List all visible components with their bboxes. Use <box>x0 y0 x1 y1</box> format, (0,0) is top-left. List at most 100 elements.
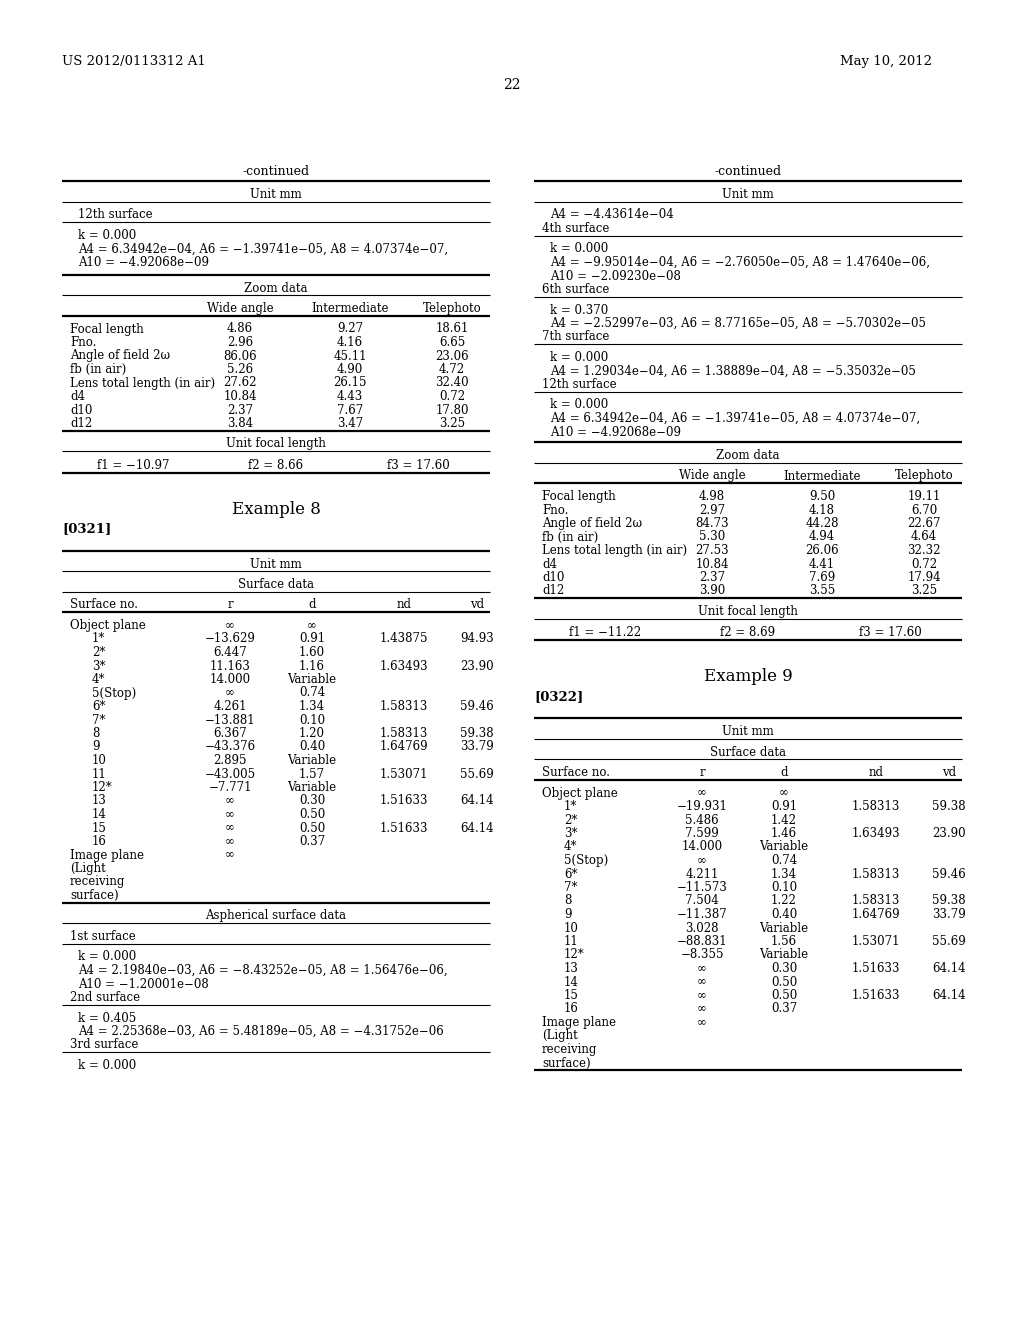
Text: 16: 16 <box>92 836 106 847</box>
Text: 32.40: 32.40 <box>435 376 469 389</box>
Text: Unit focal length: Unit focal length <box>226 437 326 450</box>
Text: 10.84: 10.84 <box>695 557 729 570</box>
Text: Unit mm: Unit mm <box>250 557 302 570</box>
Text: Variable: Variable <box>288 781 337 795</box>
Text: 23.90: 23.90 <box>932 828 966 840</box>
Text: k = 0.000: k = 0.000 <box>78 228 136 242</box>
Text: 11.163: 11.163 <box>210 660 251 672</box>
Text: 3.55: 3.55 <box>809 585 836 598</box>
Text: Example 9: Example 9 <box>703 668 793 685</box>
Text: d12: d12 <box>70 417 92 430</box>
Text: 4.72: 4.72 <box>439 363 465 376</box>
Text: d: d <box>308 598 315 611</box>
Text: A4 = −2.52997e−03, A6 = 8.77165e−05, A8 = −5.70302e−05: A4 = −2.52997e−03, A6 = 8.77165e−05, A8 … <box>550 317 926 330</box>
Text: 2*: 2* <box>564 813 578 826</box>
Text: ∞: ∞ <box>697 854 707 867</box>
Text: 23.90: 23.90 <box>460 660 494 672</box>
Text: 2.37: 2.37 <box>227 404 253 417</box>
Text: 4.94: 4.94 <box>809 531 836 544</box>
Text: 64.14: 64.14 <box>460 795 494 808</box>
Text: A4 = 2.25368e−03, A6 = 5.48189e−05, A8 = −4.31752e−06: A4 = 2.25368e−03, A6 = 5.48189e−05, A8 =… <box>78 1026 443 1038</box>
Text: 44.28: 44.28 <box>805 517 839 531</box>
Text: 4th surface: 4th surface <box>542 222 609 235</box>
Text: 27.53: 27.53 <box>695 544 729 557</box>
Text: k = 0.405: k = 0.405 <box>78 1011 136 1024</box>
Text: f2 = 8.66: f2 = 8.66 <box>249 459 303 473</box>
Text: 4.98: 4.98 <box>699 490 725 503</box>
Text: Variable: Variable <box>760 949 809 961</box>
Text: Unit mm: Unit mm <box>722 187 774 201</box>
Text: d4: d4 <box>542 557 557 570</box>
Text: 15: 15 <box>92 821 106 834</box>
Text: Unit mm: Unit mm <box>722 725 774 738</box>
Text: 1.57: 1.57 <box>299 767 325 780</box>
Text: A4 = 6.34942e−04, A6 = −1.39741e−05, A8 = 4.07374e−07,: A4 = 6.34942e−04, A6 = −1.39741e−05, A8 … <box>550 412 921 425</box>
Text: f1 = −11.22: f1 = −11.22 <box>569 627 641 639</box>
Text: 0.50: 0.50 <box>771 989 797 1002</box>
Text: 86.06: 86.06 <box>223 350 257 363</box>
Text: 32.32: 32.32 <box>907 544 941 557</box>
Text: Intermediate: Intermediate <box>311 302 389 315</box>
Text: 2nd surface: 2nd surface <box>70 991 140 1005</box>
Text: 1.58313: 1.58313 <box>852 867 900 880</box>
Text: Image plane: Image plane <box>542 1016 616 1030</box>
Text: Zoom data: Zoom data <box>245 281 308 294</box>
Text: nd: nd <box>868 766 884 779</box>
Text: 0.40: 0.40 <box>299 741 326 754</box>
Text: ∞: ∞ <box>225 619 234 632</box>
Text: 0.72: 0.72 <box>439 389 465 403</box>
Text: 8: 8 <box>564 895 571 908</box>
Text: 1.58313: 1.58313 <box>852 895 900 908</box>
Text: A4 = −4.43614e−04: A4 = −4.43614e−04 <box>550 209 674 222</box>
Text: 1.34: 1.34 <box>771 867 797 880</box>
Text: Intermediate: Intermediate <box>783 470 861 483</box>
Text: 1.51633: 1.51633 <box>380 821 428 834</box>
Text: −7.771: −7.771 <box>208 781 252 795</box>
Text: 12th surface: 12th surface <box>78 209 153 222</box>
Text: A4 = 6.34942e−04, A6 = −1.39741e−05, A8 = 4.07374e−07,: A4 = 6.34942e−04, A6 = −1.39741e−05, A8 … <box>78 243 449 256</box>
Text: 4.43: 4.43 <box>337 389 364 403</box>
Text: 6th surface: 6th surface <box>542 282 609 296</box>
Text: 9: 9 <box>92 741 99 754</box>
Text: 45.11: 45.11 <box>333 350 367 363</box>
Text: Aspherical surface data: Aspherical surface data <box>206 909 346 923</box>
Text: fb (in air): fb (in air) <box>542 531 598 544</box>
Text: 10: 10 <box>92 754 106 767</box>
Text: Unit focal length: Unit focal length <box>698 605 798 618</box>
Text: 5.30: 5.30 <box>698 531 725 544</box>
Text: −13.629: −13.629 <box>205 632 255 645</box>
Text: 1.46: 1.46 <box>771 828 797 840</box>
Text: 5(Stop): 5(Stop) <box>92 686 136 700</box>
Text: Telephoto: Telephoto <box>423 302 481 315</box>
Text: Variable: Variable <box>760 921 809 935</box>
Text: 64.14: 64.14 <box>460 821 494 834</box>
Text: [0321]: [0321] <box>62 523 112 536</box>
Text: r: r <box>699 766 705 779</box>
Text: 1.53071: 1.53071 <box>852 935 900 948</box>
Text: f1 = −10.97: f1 = −10.97 <box>97 459 170 473</box>
Text: 1*: 1* <box>564 800 578 813</box>
Text: Surface data: Surface data <box>710 746 786 759</box>
Text: 55.69: 55.69 <box>460 767 494 780</box>
Text: 55.69: 55.69 <box>932 935 966 948</box>
Text: 0.30: 0.30 <box>771 962 797 975</box>
Text: Unit mm: Unit mm <box>250 187 302 201</box>
Text: 5.486: 5.486 <box>685 813 719 826</box>
Text: Variable: Variable <box>288 673 337 686</box>
Text: 2.895: 2.895 <box>213 754 247 767</box>
Text: 10.84: 10.84 <box>223 389 257 403</box>
Text: 7th surface: 7th surface <box>542 330 609 343</box>
Text: 59.46: 59.46 <box>932 867 966 880</box>
Text: 27.62: 27.62 <box>223 376 257 389</box>
Text: 0.10: 0.10 <box>771 880 797 894</box>
Text: Angle of field 2ω: Angle of field 2ω <box>542 517 642 531</box>
Text: 4.64: 4.64 <box>911 531 937 544</box>
Text: ∞: ∞ <box>225 821 234 834</box>
Text: Fno.: Fno. <box>70 337 96 348</box>
Text: 9.50: 9.50 <box>809 490 836 503</box>
Text: d: d <box>780 766 787 779</box>
Text: vd: vd <box>470 598 484 611</box>
Text: 1.43875: 1.43875 <box>380 632 428 645</box>
Text: 3*: 3* <box>92 660 105 672</box>
Text: 2*: 2* <box>92 645 105 659</box>
